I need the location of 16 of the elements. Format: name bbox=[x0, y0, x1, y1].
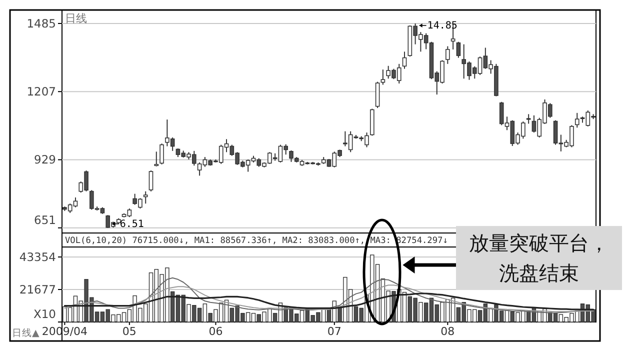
y-tick-label: 1207 bbox=[26, 84, 56, 99]
annotation: 6.51 bbox=[120, 218, 144, 230]
text: 日线▲ bbox=[12, 327, 40, 339]
x-tick-label: 08 bbox=[440, 325, 455, 338]
x-tick-label: 05 bbox=[122, 325, 136, 338]
y-tick-label: X10 bbox=[33, 307, 56, 321]
annotation: 14.85 bbox=[427, 20, 458, 32]
y-tick-label: 21677 bbox=[19, 282, 56, 296]
y-tick-label: 929 bbox=[34, 152, 56, 167]
y-tick-label: 1485 bbox=[26, 16, 56, 30]
y-tick-label: 43354 bbox=[19, 250, 56, 264]
y-tick-label: 651 bbox=[34, 212, 56, 227]
x-tick-label: 06 bbox=[208, 325, 223, 338]
chart-title: 日线 bbox=[65, 12, 87, 25]
x-tick-label: 07 bbox=[327, 325, 342, 338]
annotation: 放量突破平台，洗盘结束 bbox=[456, 226, 622, 290]
